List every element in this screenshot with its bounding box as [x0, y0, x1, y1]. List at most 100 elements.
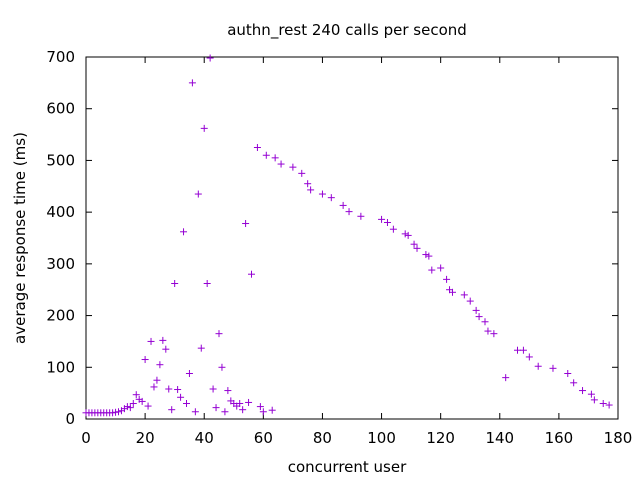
- data-point: [437, 264, 445, 272]
- data-point: [203, 280, 211, 288]
- data-point: [289, 163, 297, 171]
- y-tick-label: 500: [46, 151, 75, 169]
- y-tick-label: 0: [65, 410, 75, 428]
- data-point: [138, 397, 146, 405]
- data-point: [599, 399, 607, 407]
- data-point: [570, 379, 578, 387]
- data-point: [165, 385, 173, 393]
- data-point: [242, 220, 250, 228]
- data-point: [448, 288, 456, 296]
- chart-title: authn_rest 240 calls per second: [227, 21, 467, 40]
- data-point: [298, 169, 306, 177]
- data-point: [587, 390, 595, 398]
- data-point: [215, 330, 223, 338]
- data-point: [525, 353, 533, 361]
- data-point: [534, 362, 542, 370]
- y-tick-label: 200: [46, 307, 75, 325]
- data-point: [236, 399, 244, 407]
- data-point: [144, 402, 152, 410]
- y-tick-label: 600: [46, 100, 75, 118]
- data-point: [174, 386, 182, 394]
- data-point: [194, 190, 202, 198]
- data-point: [268, 406, 276, 414]
- data-point: [224, 387, 232, 395]
- x-axis-label: concurrent user: [288, 458, 407, 476]
- data-point: [383, 218, 391, 226]
- data-point: [401, 230, 409, 238]
- data-point: [413, 244, 421, 252]
- data-point: [472, 306, 480, 314]
- x-tick-label: 140: [485, 429, 514, 447]
- data-point: [115, 408, 123, 416]
- data-point: [443, 275, 451, 283]
- data-point: [259, 408, 267, 416]
- x-tick-label: 40: [195, 429, 214, 447]
- data-points: [82, 54, 613, 417]
- data-point: [191, 408, 199, 416]
- plot-frame: [85, 56, 619, 420]
- data-point: [425, 252, 433, 260]
- y-tick-label: 300: [46, 255, 75, 273]
- data-point: [221, 408, 229, 416]
- data-point: [182, 399, 190, 407]
- data-point: [141, 356, 149, 364]
- x-tick-label: 0: [81, 429, 91, 447]
- data-point: [150, 383, 158, 391]
- data-point: [422, 251, 430, 259]
- data-point: [304, 180, 312, 188]
- data-point: [156, 361, 164, 369]
- data-point: [481, 318, 489, 326]
- data-point: [188, 79, 196, 87]
- y-tick-label: 100: [46, 358, 75, 376]
- data-point: [378, 215, 386, 223]
- data-point: [590, 396, 598, 404]
- y-tick-label: 400: [46, 203, 75, 221]
- data-point: [339, 201, 347, 209]
- data-point: [180, 228, 188, 236]
- data-point: [460, 291, 468, 299]
- data-point: [200, 124, 208, 132]
- data-point: [168, 406, 176, 414]
- x-tick-label: 100: [367, 429, 396, 447]
- data-point: [206, 54, 214, 62]
- data-point: [484, 327, 492, 335]
- data-point: [271, 154, 279, 162]
- data-point: [262, 151, 270, 159]
- data-point: [245, 398, 253, 406]
- data-point: [253, 144, 261, 151]
- data-point: [404, 231, 412, 239]
- y-tick-label: 700: [46, 48, 75, 66]
- data-point: [549, 364, 557, 372]
- data-point: [277, 160, 285, 168]
- data-point: [177, 393, 185, 401]
- data-point: [239, 406, 247, 414]
- data-point: [564, 369, 572, 377]
- data-point: [212, 404, 220, 412]
- y-axis-label: average response time (ms): [11, 132, 29, 344]
- data-point: [502, 374, 510, 382]
- data-point: [605, 401, 613, 409]
- data-point: [162, 345, 170, 353]
- data-point: [159, 336, 167, 344]
- data-point: [248, 270, 256, 278]
- data-point: [123, 403, 131, 411]
- data-point: [357, 212, 365, 220]
- axis-ticks: 0 20 40 60 80 100 120 140 160 180 0 100 200 300 400 500…: [46, 48, 632, 447]
- data-point: [197, 344, 205, 352]
- x-tick-label: 60: [254, 429, 273, 447]
- x-tick-label: 120: [426, 429, 455, 447]
- data-point: [209, 385, 217, 393]
- data-point: [466, 297, 474, 305]
- x-tick-label: 180: [604, 429, 633, 447]
- data-point: [185, 369, 193, 377]
- data-point: [327, 194, 335, 202]
- data-point: [153, 376, 161, 384]
- data-point: [519, 346, 527, 354]
- data-point: [307, 186, 315, 194]
- data-point: [318, 190, 326, 198]
- x-tick-label: 20: [136, 429, 155, 447]
- x-tick-label: 80: [313, 429, 332, 447]
- data-point: [112, 408, 120, 416]
- data-point: [410, 240, 418, 248]
